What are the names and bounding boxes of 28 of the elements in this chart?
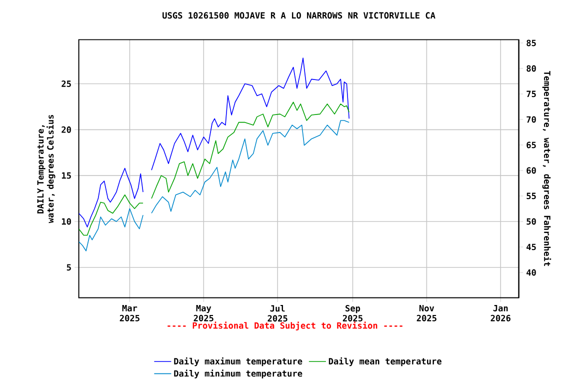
legend-label: Daily minimum temperature: [174, 370, 302, 378]
x-tick-label: Mar 2025: [120, 305, 140, 322]
y-tick-label: 20: [62, 126, 71, 133]
y2-tick-label: 65: [526, 142, 536, 148]
x-tick-label: Sep 2025: [342, 305, 362, 322]
y2-tick-label: 70: [526, 116, 536, 123]
y2-tick-label: 75: [526, 90, 536, 98]
y-tick-label: 5: [66, 264, 71, 271]
y-tick-label: 10: [62, 218, 71, 225]
y-axis-title: DAILY Temperature, water, degrees Celsius: [37, 114, 56, 224]
y2-tick-label: 50: [526, 218, 536, 225]
y2-tick-label: 85: [526, 40, 536, 46]
y2-axis-title: Temperature, water, degrees Fahrenheit: [542, 71, 552, 266]
legend-label: Daily mean temperature: [328, 357, 442, 366]
legend-label: Daily maximum temperature: [174, 357, 302, 366]
y2-tick-label: 40: [526, 269, 536, 276]
text: ---- Provisional Data Subject to Revision ----: [168, 322, 402, 330]
x-tick-label: Nov 2025: [416, 305, 436, 322]
y2-tick-label: 60: [526, 167, 536, 174]
y-tick-label: 15: [62, 172, 71, 179]
y2-tick-label: 80: [526, 65, 536, 72]
chart-title: USGS 10261500 MOJAVE R A LO NARROWS NR VICTORVILLE CA: [162, 12, 436, 19]
x-tick-label: Jan 2026: [490, 305, 510, 322]
y-tick-label: 25: [62, 80, 71, 88]
y2-tick-label: 55: [526, 192, 536, 200]
x-tick-label: Jul 2025: [268, 305, 288, 322]
y2-tick-label: 45: [526, 244, 536, 250]
x-tick-label: May 2025: [194, 305, 214, 322]
